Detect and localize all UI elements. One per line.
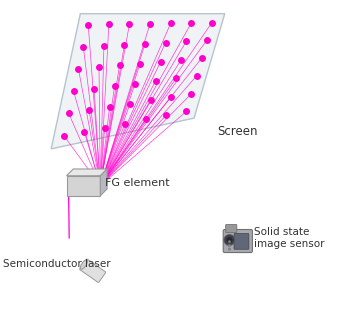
FancyBboxPatch shape — [226, 224, 237, 232]
Circle shape — [226, 237, 233, 243]
Circle shape — [228, 244, 231, 247]
Circle shape — [224, 234, 235, 246]
FancyBboxPatch shape — [80, 259, 105, 282]
FancyBboxPatch shape — [234, 234, 249, 249]
Text: Semiconductor laser: Semiconductor laser — [4, 259, 111, 269]
Polygon shape — [51, 14, 225, 149]
Text: Screen: Screen — [217, 126, 257, 139]
Ellipse shape — [80, 260, 87, 269]
Text: FG element: FG element — [105, 178, 170, 188]
Circle shape — [228, 241, 231, 243]
Polygon shape — [67, 169, 107, 176]
Polygon shape — [67, 176, 100, 196]
Circle shape — [228, 248, 231, 250]
FancyBboxPatch shape — [223, 229, 252, 253]
Polygon shape — [100, 169, 107, 196]
Text: Solid state
image sensor: Solid state image sensor — [254, 227, 324, 249]
